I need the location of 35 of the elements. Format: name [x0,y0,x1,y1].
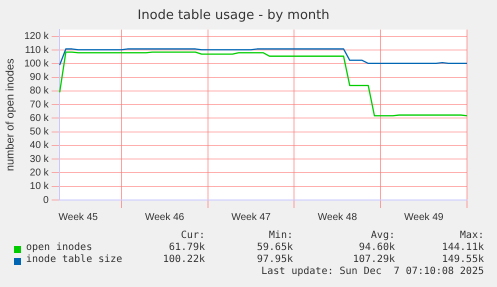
chart-title: Inode table usage - by month [138,8,330,24]
y-tick-label: 120 k [24,31,50,42]
text: 144.11k [442,242,484,253]
y-tick-label: 80 k [30,86,50,97]
text: 61.79k [168,242,205,253]
text: 59.65k [256,242,293,253]
legend-label: inode table size [26,254,122,265]
x-tick-label: Week 46 [144,212,185,223]
text: Max: [460,230,484,241]
y-tick-label: 40 k [30,140,50,152]
y-axis-title: number of open inodes [4,58,17,172]
x-tick-label: Week 47 [231,212,272,223]
text: 94.60k [358,242,395,253]
y-tick-label: 60 k [30,112,50,124]
x-tick-label: Week 48 [318,212,358,223]
x-tick-label: Week 49 [404,212,444,223]
text: 107.29k [352,254,395,265]
text: 100.22k [162,254,205,265]
x-tick-label: Week 45 [58,212,98,223]
text: Last update: Sun Dec 7 07:10:08 2025 [261,266,484,277]
text: Min: [268,230,293,241]
y-tick-label: 0 [43,194,50,206]
y-tick-label: 70 k [30,99,50,110]
y-tick-label: 20 k [30,167,50,178]
text: Cur: [180,230,205,241]
y-tick-label: 50 k [30,126,50,138]
y-tick-label: 10 k [30,181,50,192]
y-tick-label: 100 k [24,58,50,70]
text: 149.55k [442,254,484,265]
text: Avg: [370,230,395,241]
y-tick-label: 30 k [30,154,50,165]
y-tick-label: 90 k [30,72,50,84]
legend-label: open inodes [26,242,92,253]
y-tick-label: 110 k [24,44,50,56]
text: 97.95k [256,254,293,265]
